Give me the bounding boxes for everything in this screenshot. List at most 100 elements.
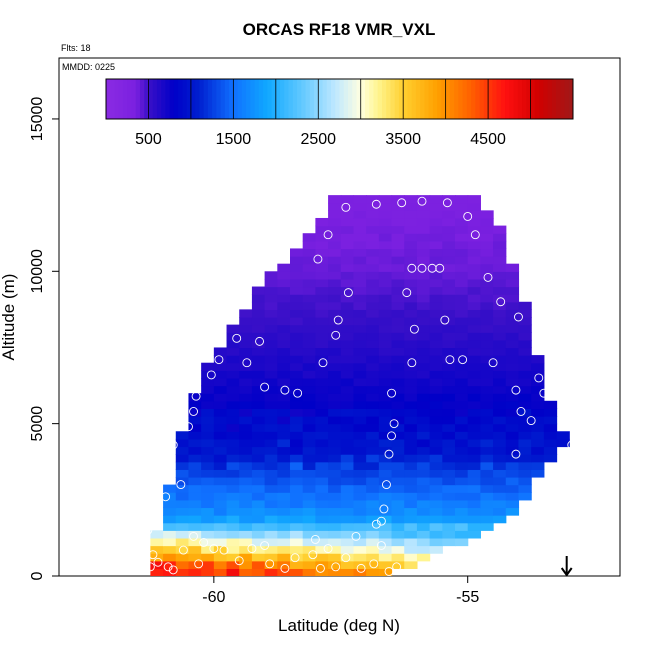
field-cell: [277, 553, 291, 562]
field-cell: [391, 301, 405, 310]
field-cell: [543, 400, 558, 410]
field-cell: [505, 385, 520, 394]
field-cell: [226, 324, 240, 333]
field-cell: [239, 446, 253, 455]
field-cell: [493, 278, 507, 288]
field-cell: [505, 347, 520, 356]
field-cell: [290, 499, 304, 509]
field-cell: [493, 469, 507, 478]
flight-point: [483, 272, 493, 282]
colorbar-swatch: [169, 79, 175, 119]
field-cell: [340, 278, 355, 288]
field-cell: [264, 492, 278, 501]
field-cell: [404, 408, 418, 417]
field-cell: [188, 568, 202, 576]
field-cell: [404, 431, 418, 440]
field-cell: [150, 545, 164, 554]
field-cell: [404, 195, 418, 204]
field-cell: [442, 423, 456, 432]
field-cell: [175, 560, 190, 569]
field-cell: [315, 446, 329, 455]
field-cell: [442, 347, 456, 356]
field-cell: [340, 507, 355, 516]
field-cell: [378, 446, 393, 455]
field-cell: [175, 446, 190, 455]
field-cell: [493, 355, 507, 364]
field-cell: [518, 377, 532, 387]
field-cell: [378, 362, 393, 371]
field-cell: [328, 568, 342, 576]
field-cell: [353, 240, 367, 250]
field-cell: [277, 416, 291, 425]
field-cell: [505, 263, 520, 272]
field-cell: [340, 225, 355, 234]
field-cell: [353, 454, 367, 463]
field-cell: [277, 286, 291, 295]
field-cell: [531, 469, 545, 478]
field-cell: [429, 499, 443, 509]
field-cell: [277, 263, 291, 272]
field-cell: [188, 446, 202, 455]
colorbar-swatch: [352, 79, 357, 119]
field-cell: [315, 461, 329, 470]
field-cell: [340, 484, 355, 493]
field-cell: [442, 301, 456, 310]
field-cell: [201, 522, 215, 531]
field-cell: [290, 408, 304, 417]
colorbar-swatch: [377, 79, 383, 119]
field-cell: [328, 461, 342, 470]
flight-point: [176, 480, 186, 490]
field-cell: [251, 499, 266, 509]
field-cell: [264, 431, 278, 440]
x-axis: -60 -55: [202, 576, 479, 606]
flight-point: [470, 230, 480, 240]
flight-point: [409, 324, 419, 334]
field-cell: [467, 377, 481, 387]
flight-point: [260, 541, 270, 550]
field-cell: [531, 446, 545, 455]
colorbar-swatch: [343, 79, 349, 119]
field-cell: [543, 438, 558, 448]
field-cell: [315, 469, 329, 478]
field-cell: [239, 553, 253, 562]
field-cell: [416, 377, 431, 387]
field-cell: [467, 248, 481, 257]
field-cell: [442, 248, 456, 257]
flight-point: [397, 198, 407, 208]
field-cell: [201, 385, 215, 394]
field-cell: [213, 545, 228, 554]
field-cell: [378, 515, 393, 524]
field-cell: [480, 355, 494, 364]
field-cell: [378, 248, 393, 257]
field-cell: [531, 362, 545, 371]
field-cell: [378, 301, 393, 310]
field-cell: [480, 217, 494, 227]
field-cell: [404, 385, 418, 394]
field-cell: [277, 492, 291, 501]
field-cell: [251, 393, 266, 402]
field-cell: [315, 499, 329, 509]
field-cell: [264, 339, 278, 349]
field-cell: [366, 530, 380, 539]
field-cell: [378, 537, 393, 547]
field-cell: [353, 271, 367, 280]
field-cell: [467, 263, 481, 272]
field-cell: [201, 461, 215, 470]
field-cell: [264, 522, 278, 531]
field-cell: [378, 278, 393, 288]
field-cell: [404, 256, 418, 265]
field-cell: [442, 332, 456, 341]
colorbar-swatch: [131, 79, 137, 119]
flight-point: [382, 480, 391, 490]
field-cell: [175, 507, 190, 516]
field-cell: [391, 484, 405, 493]
field-cell: [442, 522, 456, 531]
field-cell: [391, 469, 405, 478]
field-cell: [328, 240, 342, 250]
field-cell: [264, 499, 278, 509]
field-cell: [201, 408, 215, 417]
flight-point: [206, 370, 216, 380]
colorbar-swatch: [407, 79, 413, 119]
field-cell: [391, 423, 405, 432]
field-cell: [480, 377, 494, 387]
